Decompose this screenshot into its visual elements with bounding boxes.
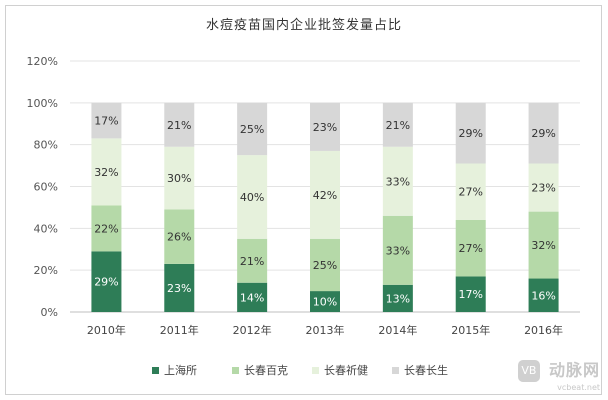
data-label: 13% (386, 292, 410, 305)
y-tick-label: 20% (34, 264, 58, 277)
x-tick-label: 2016年 (524, 323, 563, 337)
bar-segment (455, 102, 486, 164)
bar-segment (91, 138, 122, 206)
data-label: 27% (458, 242, 482, 255)
bar-segment (528, 278, 559, 312)
bar-segment (455, 276, 486, 312)
data-label: 23% (313, 121, 337, 134)
bar-segment (455, 219, 486, 277)
bar-segment (237, 155, 268, 239)
bar-segment (164, 263, 195, 312)
data-label: 42% (313, 189, 337, 202)
bar-segment (382, 102, 413, 147)
data-label: 25% (313, 259, 337, 272)
x-tick-label: 2010年 (87, 323, 126, 337)
data-label: 23% (167, 282, 191, 295)
bar-segment (528, 102, 559, 164)
y-tick-label: 0% (41, 306, 58, 319)
legend-swatch (312, 367, 319, 374)
legend-swatch (392, 367, 399, 374)
y-tick-label: 100% (27, 97, 58, 110)
data-label: 14% (240, 291, 264, 304)
bar-segment (382, 284, 413, 312)
data-label: 27% (458, 186, 482, 199)
bar-segment (528, 211, 559, 279)
watermark: VB 动脉网 vcbeat.net (517, 360, 600, 392)
y-tick-label: 40% (34, 222, 58, 235)
data-label: 21% (386, 119, 410, 132)
data-label: 17% (94, 115, 118, 128)
y-tick-label: 60% (34, 181, 58, 194)
data-label: 33% (386, 175, 410, 188)
data-label: 21% (167, 119, 191, 132)
chart-title: 水痘疫苗国内企业批签发量占比 (205, 18, 402, 33)
legend-swatch (152, 367, 159, 374)
x-tick-label: 2012年 (233, 323, 272, 337)
bar-segment (164, 146, 195, 210)
data-label: 21% (240, 255, 264, 268)
bar-segment (310, 150, 340, 239)
bar-segment (164, 102, 195, 147)
watermark-mark-icon: VB (517, 360, 540, 382)
bar-segment (91, 205, 122, 252)
bar-segment (237, 102, 268, 156)
data-label: 29% (458, 127, 482, 140)
bar-segment (455, 163, 486, 220)
data-label: 10% (313, 296, 337, 309)
bar-segment (382, 146, 413, 216)
data-label: 32% (531, 239, 555, 252)
x-tick-label: 2011年 (160, 323, 199, 337)
data-label: 25% (240, 123, 264, 136)
x-tick-label: 2013年 (306, 323, 345, 337)
x-tick-label: 2014年 (378, 323, 417, 337)
watermark-url: vcbeat.net (557, 383, 600, 392)
data-label: 29% (531, 127, 555, 140)
y-tick-label: 80% (34, 139, 58, 152)
legend-label: 长春祈健 (324, 364, 368, 377)
legend-swatch (232, 367, 239, 374)
data-label: 16% (531, 289, 555, 302)
bar-segment (91, 102, 122, 139)
bar-segment (164, 209, 195, 264)
bar-segment (237, 282, 268, 312)
bar-segment (382, 215, 413, 285)
legend-label: 长春长生 (404, 363, 448, 377)
bar-segment (237, 238, 268, 283)
bar-segment (310, 291, 340, 312)
legend-label: 上海所 (164, 363, 197, 377)
bar-segment (528, 163, 559, 212)
bar-segment (91, 251, 122, 312)
data-label: 32% (94, 166, 118, 179)
data-label: 29% (94, 276, 118, 289)
data-label: 22% (94, 222, 118, 235)
data-label: 30% (167, 172, 191, 185)
bar-segment (310, 102, 340, 151)
data-label: 33% (386, 244, 410, 257)
watermark-logo: 动脉网 (548, 360, 600, 380)
y-tick-label: 120% (27, 55, 58, 68)
data-label: 17% (458, 288, 482, 301)
legend-label: 长春百克 (244, 364, 288, 377)
bar-segment (310, 238, 340, 292)
data-label: 26% (167, 231, 191, 244)
data-label: 23% (531, 182, 555, 195)
data-label: 40% (240, 191, 264, 204)
x-tick-label: 2015年 (451, 323, 490, 337)
